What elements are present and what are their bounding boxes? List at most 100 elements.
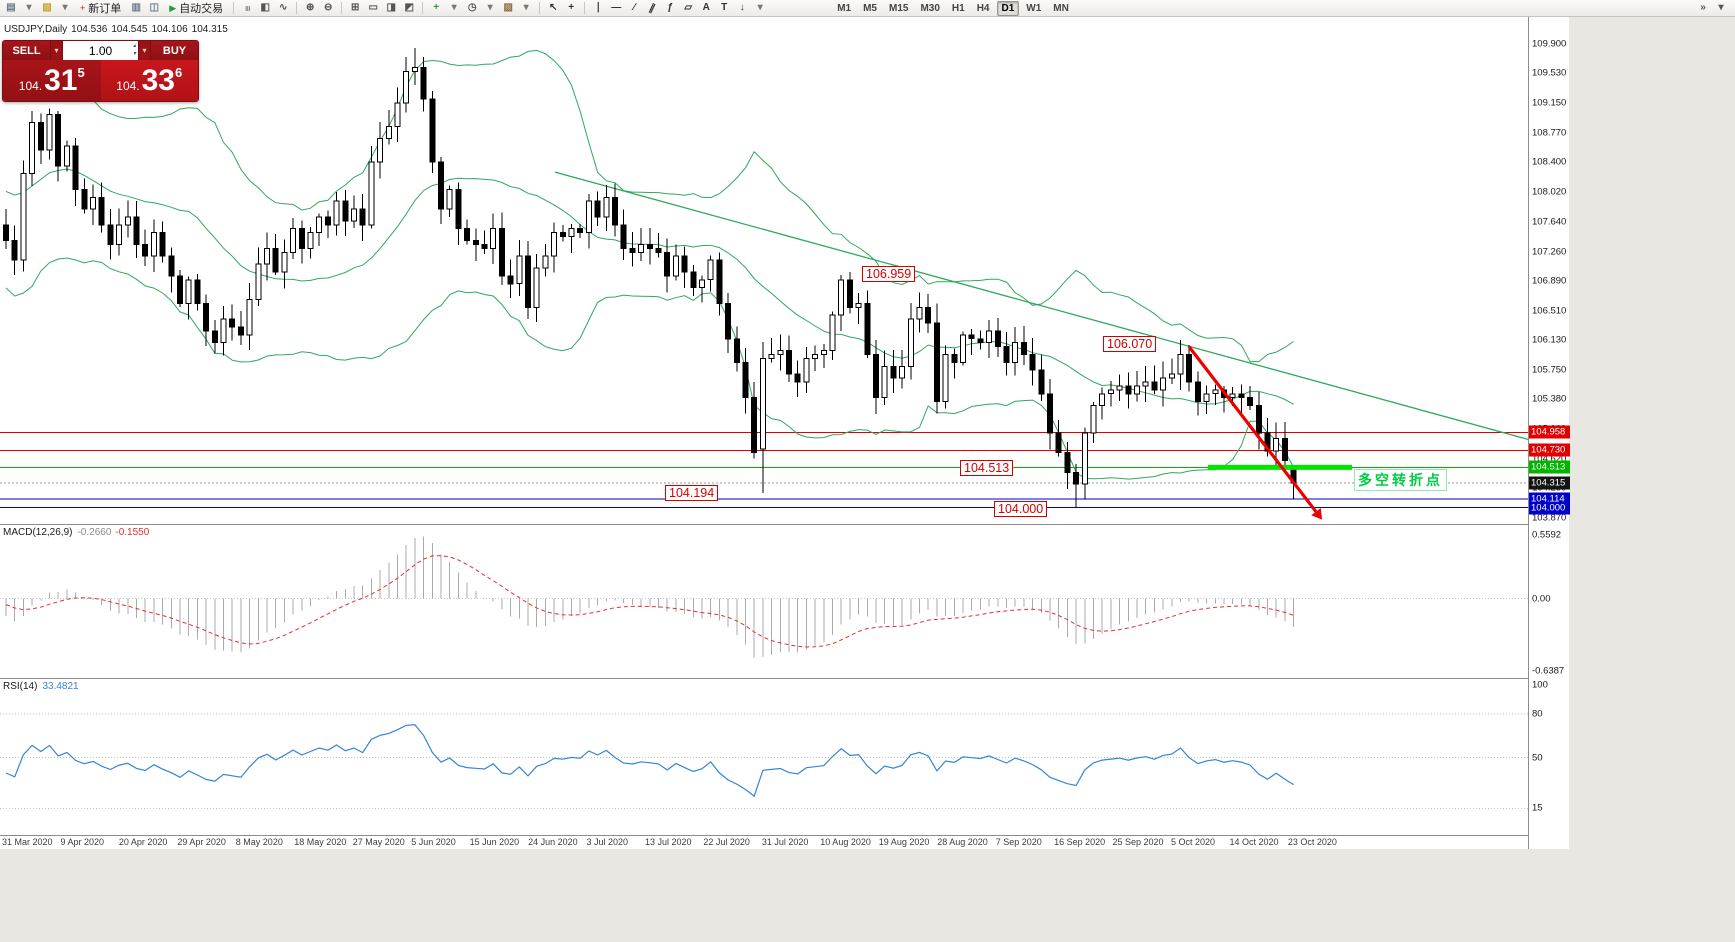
shapes-icon[interactable]: ▱ (684, 2, 693, 13)
price-chart[interactable] (0, 17, 1528, 524)
text-icon[interactable]: A (702, 2, 710, 13)
timeframe-m30-button[interactable]: M30 (920, 2, 940, 14)
buy-button[interactable]: BUY (151, 41, 198, 60)
date-axis-label: 13 Jul 2020 (645, 837, 692, 847)
timeframe-mn-button[interactable]: MN (1053, 2, 1069, 14)
timeframe-d1-button[interactable]: D1 (996, 0, 1020, 16)
date-axis-label: 7 Sep 2020 (995, 837, 1042, 847)
toolbar-separator (296, 2, 298, 14)
buy-price-button[interactable]: 104. 33 6 (100, 60, 198, 101)
volume-input[interactable]: 1.00 ▴ ▾ (63, 41, 138, 60)
bollinger-bands (5, 49, 1295, 480)
profiles-dropdown-icon[interactable]: ▾ (62, 2, 68, 13)
templates-icon[interactable]: ▨ (503, 2, 513, 13)
price-axis-tick: 108.020 (1532, 186, 1567, 198)
autotrading-button[interactable]: ▶ 自动交易 (164, 1, 228, 16)
toolbar-separator (233, 2, 235, 14)
date-axis-label: 24 Jun 2020 (528, 837, 578, 847)
sell-dropdown-arrow-icon[interactable]: ▾ (50, 41, 63, 60)
price-axis-tick: 107.640 (1532, 216, 1567, 228)
crosshair-icon[interactable]: + (568, 2, 575, 13)
candlesticks[interactable] (3, 47, 1297, 508)
navigator-icon[interactable]: ◨ (386, 2, 396, 13)
indicators-dropdown-icon[interactable]: ▾ (451, 2, 457, 13)
macd-signal-line (5, 555, 1294, 648)
timeframe-m5-button[interactable]: M5 (863, 2, 877, 14)
timeframe-w1-button[interactable]: W1 (1026, 2, 1042, 14)
macd-chart[interactable] (0, 525, 1528, 678)
autotrading-button-label: 自动交易 (179, 3, 224, 15)
symbol-ohlc-header: USDJPY,Daily 104.536 104.545 104.106 104.315 (4, 24, 232, 35)
toolbar-separator (539, 2, 541, 14)
rsi-chart[interactable] (0, 679, 1528, 835)
sell-price-figure: 104. (18, 79, 43, 93)
descending-trendline[interactable] (554, 171, 1528, 441)
date-axis[interactable]: 31 Mar 2020 9 Apr 2020 20 Apr 2020 29 Apr 2… (0, 836, 1528, 849)
sell-price-pips: 31 (44, 63, 78, 97)
zoom-out-icon[interactable]: ⊖ (323, 2, 333, 13)
new-order-button[interactable]: + 新订单 (75, 1, 126, 16)
new-chart-icon[interactable]: ▤ (6, 2, 16, 13)
arrows-icon[interactable]: ↓ (739, 2, 745, 13)
profiles-icon[interactable]: ▧ (42, 2, 52, 13)
date-axis-label: 3 Jul 2020 (586, 837, 629, 847)
macd-indicator-pane[interactable]: MACD(12,26,9) -0.2660 -0.1550 (0, 525, 1528, 678)
trendline-icon[interactable]: ∕ (633, 2, 636, 13)
volume-down-arrow-icon[interactable]: ▾ (132, 51, 136, 57)
main-chart-pane[interactable]: USDJPY,Daily 104.536 104.545 104.106 104.315… (0, 17, 1528, 524)
line-chart-type-icon[interactable]: ∿ (278, 2, 288, 13)
toolbar-overflow-icon[interactable]: » (1700, 2, 1706, 13)
date-axis-label: 5 Jun 2020 (411, 837, 456, 847)
pane-separator-macd[interactable] (0, 524, 1569, 525)
macd-signal-value: -0.1550 (115, 527, 150, 538)
cursor-icon[interactable]: ↖ (548, 2, 558, 13)
templates-dropdown-icon[interactable]: ▾ (523, 2, 529, 13)
periods-icon[interactable]: ◷ (467, 2, 477, 13)
toolbar-separator (422, 2, 424, 14)
rsi-indicator-pane[interactable]: RSI(14) 33.4821 (0, 679, 1528, 835)
main-toolbar: ▤ ▾ ▧ ▾ + 新订单 ▥ ◫ ▶ 自动交易 ≡ ◧ ∿ ⊕ ⊖ ⊞ ▭ ◨ ◩ + ▾ ◷ ▾ ▨ ▾ ↖ + ∣ ― ∕ ∥ ƒ ▱ A T… (0, 0, 1735, 17)
horizontal-line-icon[interactable]: ― (611, 2, 622, 13)
zoom-in-icon[interactable]: ⊕ (305, 2, 315, 13)
timeframe-m1-button[interactable]: M1 (837, 2, 852, 14)
chart-window-icon[interactable]: ▥ (131, 2, 141, 13)
vertical-line-icon[interactable]: ∣ (595, 2, 601, 13)
fibonacci-icon[interactable]: ƒ (667, 2, 673, 13)
rsi-axis-tick: 50 (1532, 752, 1543, 763)
macd-label: MACD(12,26,9) -0.2660 -0.1550 (3, 527, 149, 538)
macd-main-value: -0.2660 (77, 527, 112, 538)
sell-arrow-head (1311, 508, 1323, 520)
buy-dropdown-arrow-icon[interactable]: ▾ (138, 41, 151, 60)
strategy-tester-icon[interactable]: ◩ (404, 2, 414, 13)
chart-profile-icon[interactable]: ◫ (149, 2, 159, 13)
toolbar-options-icon[interactable]: ▾ (1718, 2, 1724, 13)
data-window-icon[interactable]: ▭ (368, 2, 378, 13)
price-axis-tick: 107.260 (1532, 246, 1567, 257)
pane-separator-rsi[interactable] (0, 678, 1569, 679)
ohlc-high: 104.545 (111, 24, 148, 35)
volume-up-arrow-icon[interactable]: ▴ (132, 43, 136, 49)
periods-dropdown-icon[interactable]: ▾ (487, 2, 493, 13)
price-axis[interactable]: 109.900 109.530 109.150 108.770 108.400 108.0… (1528, 17, 1570, 849)
text-label-icon[interactable]: T (721, 2, 728, 13)
tile-windows-icon[interactable]: ⊞ (350, 2, 360, 13)
date-axis-label: 31 Jul 2020 (761, 837, 809, 847)
date-axis-label: 10 Aug 2020 (820, 837, 871, 847)
sell-price-button[interactable]: 104. 31 5 (3, 60, 101, 101)
timeframe-m15-button[interactable]: M15 (889, 2, 909, 14)
date-axis-label: 20 Apr 2020 (118, 837, 168, 847)
timeframe-h4-button[interactable]: H4 (976, 2, 990, 14)
bar-chart-type-icon[interactable]: ≡ (242, 5, 254, 11)
candlestick-type-icon[interactable]: ◧ (260, 2, 270, 13)
equidistant-channel-icon[interactable]: ∥ (647, 1, 657, 14)
new-chart-dropdown-icon[interactable]: ▾ (26, 2, 32, 13)
price-marker-104.315: 104.315 (1529, 476, 1570, 490)
arrows-dropdown-icon[interactable]: ▾ (757, 2, 763, 13)
date-axis-label: 31 Mar 2020 (2, 837, 53, 847)
new-order-button-label: 新订单 (88, 3, 122, 15)
sell-button[interactable]: SELL (3, 41, 50, 60)
timeframe-h1-button[interactable]: H1 (951, 2, 965, 14)
indicators-icon[interactable]: + (433, 2, 440, 13)
toolbar-separator (341, 2, 343, 14)
sell-arrow[interactable] (1187, 345, 1318, 513)
